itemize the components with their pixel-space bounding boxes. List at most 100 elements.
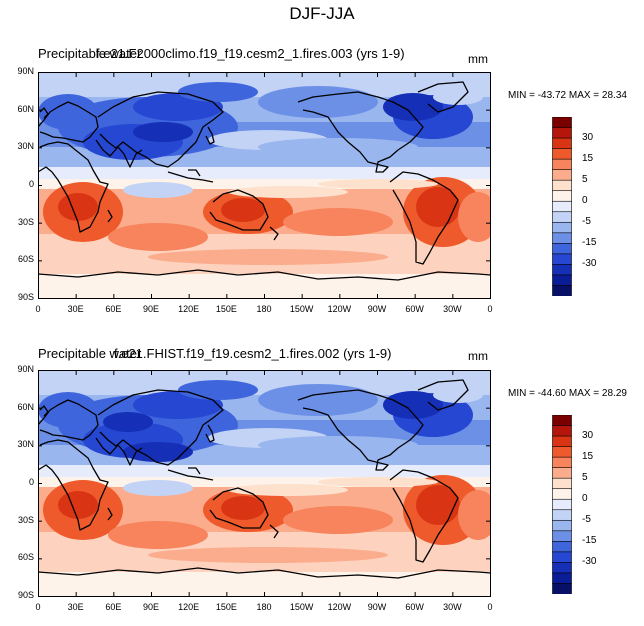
lat-label: 30S <box>17 514 34 525</box>
lon-label: 90E <box>142 304 159 314</box>
coastline <box>38 101 99 143</box>
coastline <box>38 141 109 233</box>
colorbar-label: 30 <box>582 132 594 144</box>
field-blob <box>258 138 418 156</box>
colorbar <box>552 415 572 594</box>
colorbar-segment <box>552 488 572 500</box>
lon-label: 30E <box>67 304 84 314</box>
lon-label: 60E <box>105 602 122 612</box>
coastline <box>209 487 269 529</box>
coastline <box>417 81 469 113</box>
field-blob <box>38 94 98 130</box>
panel-case-title: f.e21.FHIST.f19_f19.cesm2_1.fires.002 (y… <box>114 346 392 361</box>
field-blob <box>458 490 491 540</box>
lat-label: 30N <box>17 439 34 450</box>
field-blob <box>108 223 208 251</box>
lon-label: 180 <box>256 304 272 314</box>
lon-label: 120W <box>327 602 352 612</box>
colorbar-segment <box>552 467 572 479</box>
colorbar-segment <box>552 583 572 594</box>
colorbar-segment <box>552 477 572 490</box>
field-blob <box>416 485 460 525</box>
colorbar-segment <box>552 415 572 427</box>
field-blob <box>123 480 193 496</box>
coastline <box>38 439 109 531</box>
coastline <box>107 209 113 223</box>
field-blob <box>108 521 208 549</box>
colorbar-segment <box>552 456 572 469</box>
contour-field <box>38 370 491 597</box>
colorbar <box>552 117 572 296</box>
coastline <box>297 91 424 173</box>
field-band <box>38 179 491 189</box>
field-blob <box>318 179 438 189</box>
field-blob <box>133 122 193 142</box>
colorbar-segment <box>552 498 572 511</box>
field-blob <box>178 82 258 102</box>
lon-label: 0 <box>35 304 41 314</box>
field-blob <box>178 380 258 400</box>
colorbar-segment <box>552 253 572 266</box>
lat-label: 0 <box>28 477 34 487</box>
field-blob <box>318 477 438 487</box>
field-blob <box>148 249 388 265</box>
colorbar-segment <box>552 541 572 553</box>
colorbar-segment <box>552 425 572 437</box>
field-band <box>38 465 491 477</box>
field-blob <box>58 193 98 221</box>
colorbar-label: 5 <box>582 472 588 484</box>
field-blob <box>433 387 483 403</box>
colorbar-segment <box>552 169 572 181</box>
lat-label: 60N <box>17 401 34 412</box>
field-blob <box>123 442 193 462</box>
lon-label: 120E <box>178 602 200 612</box>
coastline <box>95 437 143 466</box>
field-blob <box>221 198 265 222</box>
coastline <box>417 379 469 411</box>
field-blob <box>258 384 378 416</box>
colorbar-label: 15 <box>582 153 594 165</box>
lon-label: 90W <box>367 304 387 314</box>
field-blob <box>383 391 443 419</box>
field-blob <box>148 547 388 563</box>
lat-label: 0 <box>28 179 34 189</box>
colorbar-segment <box>552 264 572 276</box>
lon-label: 0 <box>35 602 41 612</box>
field-blob <box>228 186 348 198</box>
units-label: mm <box>468 52 488 66</box>
coastline <box>188 169 201 177</box>
colorbar-label: -30 <box>582 258 597 270</box>
field-blob <box>123 182 193 198</box>
lon-label: 150W <box>289 304 314 314</box>
field-blob <box>383 93 443 121</box>
min-max-stats: MIN = -44.60 MAX = 28.29 <box>508 388 627 399</box>
lon-label: 0 <box>487 304 493 314</box>
lon-label: 120E <box>178 304 200 314</box>
contour-field <box>38 72 491 299</box>
coastline <box>97 91 224 168</box>
colorbar-segment <box>552 435 572 448</box>
field-blob <box>283 208 393 236</box>
coastline <box>167 171 214 183</box>
field-blob <box>458 192 491 242</box>
colorbar-segment <box>552 285 572 296</box>
colorbar-label: -5 <box>582 216 591 228</box>
field-blob <box>283 506 393 534</box>
panel-variable-title: Precipitable water <box>38 346 142 361</box>
coastline <box>167 469 214 481</box>
colorbar-segment <box>552 190 572 202</box>
field-blob <box>258 436 418 454</box>
colorbar-label: -5 <box>582 514 591 526</box>
lon-label: 30E <box>67 602 84 612</box>
lon-label: 120W <box>327 304 352 314</box>
field-band <box>38 477 491 487</box>
coastline <box>38 567 491 579</box>
colorbar-segment <box>552 562 572 574</box>
colorbar-label: 15 <box>582 451 594 463</box>
colorbar-segment <box>552 530 572 542</box>
field-blob <box>221 496 265 520</box>
colorbar-label: -15 <box>582 237 597 249</box>
colorbar-label: -15 <box>582 535 597 547</box>
lon-label: 90W <box>367 602 387 612</box>
colorbar-segment <box>552 117 572 129</box>
